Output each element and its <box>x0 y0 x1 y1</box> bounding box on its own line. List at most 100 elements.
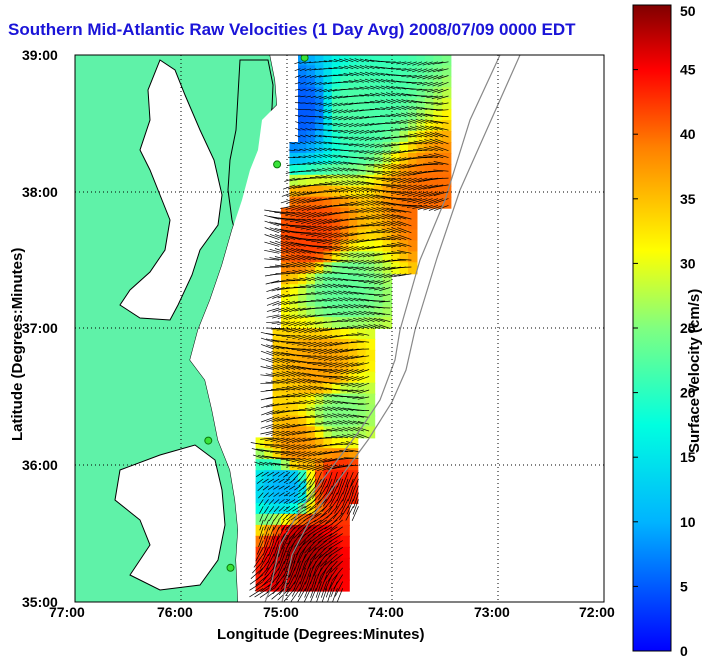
velocity-vector <box>336 259 349 262</box>
velocity-vector <box>356 180 370 186</box>
velocity-vector <box>321 263 333 268</box>
velocity-cell <box>399 163 409 176</box>
velocity-vector <box>343 290 354 295</box>
velocity-vector <box>274 240 290 247</box>
velocity-vector <box>282 533 291 550</box>
velocity-vector <box>249 581 264 591</box>
velocity-vector <box>379 287 391 292</box>
colorbar-tick-label: 20 <box>680 385 696 401</box>
velocity-cell <box>331 503 342 515</box>
velocity-cell <box>306 152 316 165</box>
velocity-vector <box>357 174 370 179</box>
velocity-cell <box>298 131 308 143</box>
velocity-vector <box>337 290 349 295</box>
velocity-cell <box>391 240 401 253</box>
velocity-cell <box>331 371 342 384</box>
velocity-vector <box>368 259 380 265</box>
velocity-vector <box>307 348 322 354</box>
velocity-vector <box>385 79 396 83</box>
velocity-vector <box>397 157 412 162</box>
velocity-vector <box>373 259 386 265</box>
velocity-vector <box>397 242 412 247</box>
velocity-vector <box>340 499 349 515</box>
velocity-cell <box>331 546 342 559</box>
velocity-vector <box>318 362 333 367</box>
velocity-cell <box>289 503 299 515</box>
velocity-vector <box>323 252 338 255</box>
velocity-vector <box>363 287 375 289</box>
velocity-vector <box>327 109 338 114</box>
velocity-vector <box>372 170 386 174</box>
velocity-cell <box>340 338 350 351</box>
velocity-vector <box>353 492 359 509</box>
velocity-vector <box>369 108 380 111</box>
velocity-vector <box>434 153 449 158</box>
velocity-cell <box>331 284 342 297</box>
velocity-vector <box>328 59 338 63</box>
velocity-vector <box>312 362 327 365</box>
velocity-cell <box>365 371 376 384</box>
velocity-vector <box>315 263 327 268</box>
velocity-vector <box>354 79 364 83</box>
velocity-vector <box>425 119 439 124</box>
velocity-cell <box>374 98 384 111</box>
velocity-vector <box>327 167 338 172</box>
velocity-vector <box>397 266 412 268</box>
velocity-cell <box>264 535 274 548</box>
velocity-cell <box>264 481 274 494</box>
velocity-vector <box>375 78 386 83</box>
velocity-vector <box>349 209 364 213</box>
velocity-cell <box>298 579 308 592</box>
velocity-vector <box>342 413 354 418</box>
velocity-cell <box>340 174 350 187</box>
velocity-vector <box>268 540 275 557</box>
velocity-vector <box>266 344 280 350</box>
velocity-vector <box>390 79 401 83</box>
velocity-vector <box>328 197 343 199</box>
velocity-vector <box>264 526 269 540</box>
velocity-cell <box>348 295 359 308</box>
velocity-vector <box>309 68 317 71</box>
velocity-cell <box>281 568 291 581</box>
velocity-vector <box>298 512 312 521</box>
velocity-vector <box>396 214 412 220</box>
velocity-cell <box>314 546 325 559</box>
velocity-cell <box>416 142 426 154</box>
velocity-vector <box>281 423 296 429</box>
velocity-vector <box>343 73 354 76</box>
velocity-vector <box>291 365 306 370</box>
velocity-cell <box>306 579 316 592</box>
velocity-vector <box>310 269 322 275</box>
velocity-vector <box>285 170 296 174</box>
velocity-cell <box>298 382 308 395</box>
velocity-cell <box>255 470 266 483</box>
velocity-vector <box>358 298 370 302</box>
velocity-vector <box>354 123 364 128</box>
velocity-vector <box>310 415 322 418</box>
velocity-vector <box>416 81 428 85</box>
velocity-vector <box>271 328 285 330</box>
velocity-vector <box>269 257 285 261</box>
velocity-cell <box>331 98 342 111</box>
velocity-cell <box>433 142 443 154</box>
velocity-cell <box>314 87 325 100</box>
velocity-cell <box>348 55 359 67</box>
velocity-vector <box>356 355 370 358</box>
velocity-cell <box>416 55 426 67</box>
velocity-vector <box>278 499 285 504</box>
velocity-vector <box>262 567 275 582</box>
velocity-vector <box>252 560 264 574</box>
velocity-cell <box>323 579 333 592</box>
velocity-vector <box>329 553 343 565</box>
velocity-cell <box>365 174 376 187</box>
velocity-vector <box>306 218 322 225</box>
velocity-cell <box>306 163 316 176</box>
velocity-vector <box>330 485 338 501</box>
velocity-cell <box>357 240 367 253</box>
velocity-cell <box>298 524 308 537</box>
velocity-vector <box>281 519 291 531</box>
velocity-vector <box>300 134 306 138</box>
velocity-vector <box>406 105 417 111</box>
velocity-vector <box>304 560 312 578</box>
velocity-vector <box>310 574 317 592</box>
